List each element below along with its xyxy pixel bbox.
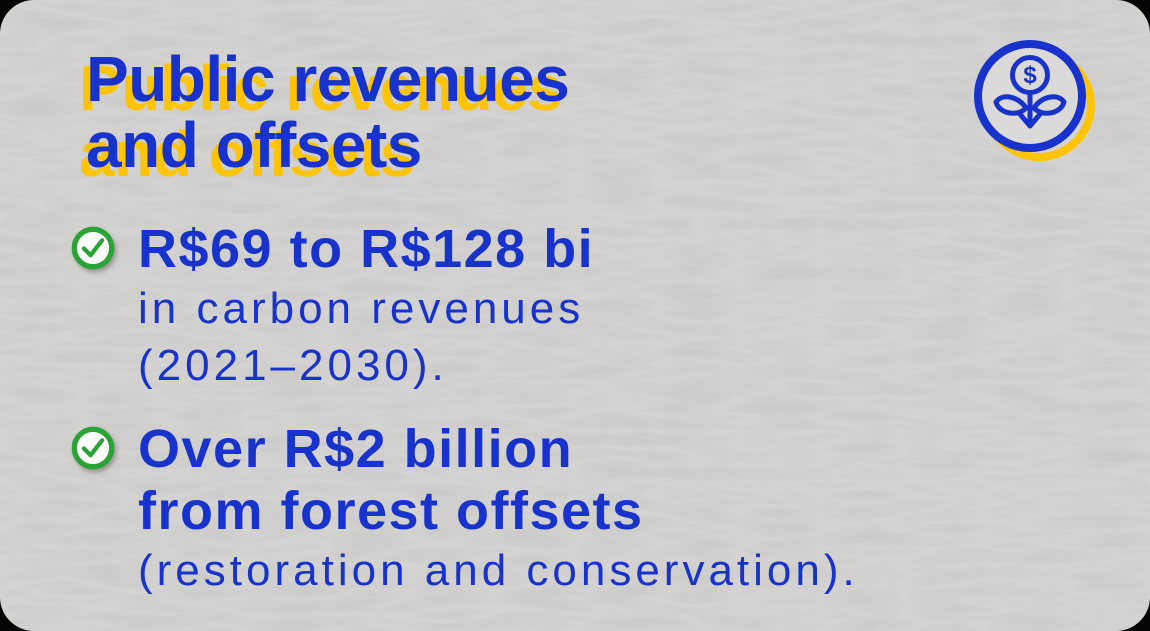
bullet-detail-line: (restoration and conservation). [138, 546, 859, 595]
page-title-line2: and offsets [86, 109, 422, 181]
dollar-sign: $ [1023, 62, 1037, 89]
bullet-detail-line: (2021–2030). [138, 341, 448, 390]
bullet-detail-line: in carbon revenues [138, 284, 585, 333]
right-leaf [1031, 94, 1067, 116]
check-mark [81, 238, 105, 258]
page-title: Public revenues and offsets [86, 46, 1150, 178]
check-circle [71, 226, 115, 270]
check-mark [81, 438, 105, 458]
bullet-headline: R$69 to R$128 bi [138, 219, 595, 279]
check-circle [71, 426, 115, 470]
plant-sprout [1016, 110, 1044, 129]
bullet-text: R$69 to R$128 bi in carbon revenues (202… [138, 218, 594, 394]
header: Public revenues and offsets $ [0, 0, 1150, 178]
bullet-headline: from forest offsets [138, 481, 644, 541]
bullet-forest-offsets: Over R$2 billion from forest offsets (re… [70, 418, 1150, 599]
money-plant-icon: $ [974, 40, 1095, 161]
left-leaf [993, 94, 1029, 116]
bullet-text: Over R$2 billion from forest offsets (re… [138, 418, 859, 599]
bullet-carbon-revenues: R$69 to R$128 bi in carbon revenues (202… [70, 218, 1150, 394]
check-circle-icon [71, 226, 115, 270]
page-title-line1: Public revenues [86, 43, 570, 115]
bullet-list: R$69 to R$128 bi in carbon revenues (202… [70, 218, 1150, 599]
check-circle-icon [71, 426, 115, 470]
bullet-headline: Over R$2 billion [138, 419, 574, 479]
